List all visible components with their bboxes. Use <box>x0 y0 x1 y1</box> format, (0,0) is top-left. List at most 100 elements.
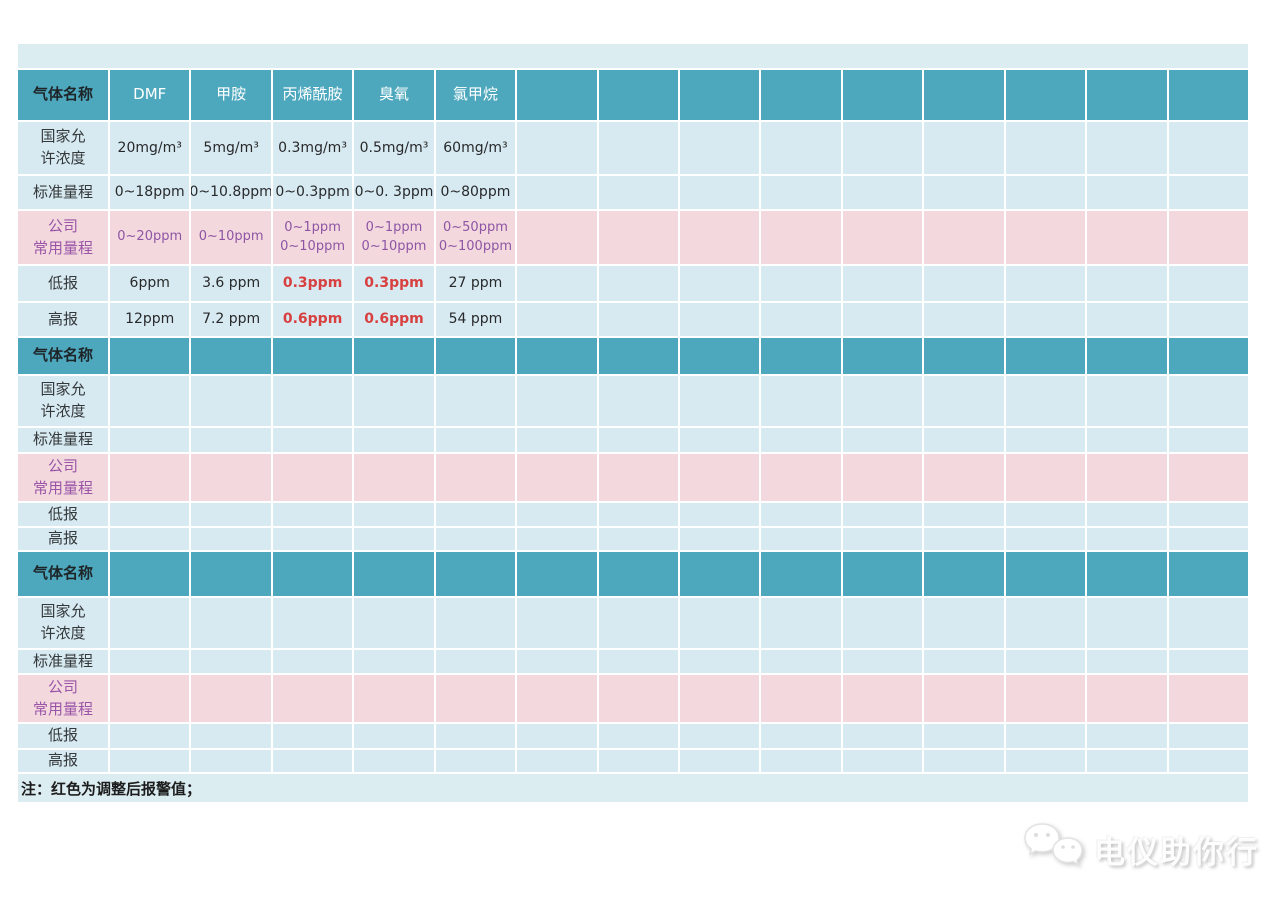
row-label-standard-range: 标准量程 <box>18 650 108 673</box>
value-cell <box>598 675 678 722</box>
gas-name-cell: 臭氧 <box>354 70 434 120</box>
value-cell <box>680 176 760 209</box>
row-label-low-alarm: 低报 <box>18 266 108 301</box>
gas-name-cell <box>1168 338 1248 374</box>
value-cell <box>1087 675 1167 722</box>
value-cell <box>191 650 271 673</box>
row-label-low-alarm: 低报 <box>18 503 108 526</box>
value-cell <box>598 266 678 301</box>
gas-header-row: 气体名称 DMF 甲胺 丙烯酰胺 臭氧 氯甲烷 <box>18 70 1248 120</box>
value-cell <box>1087 503 1167 526</box>
value-cell <box>842 176 923 209</box>
value-cell <box>842 724 923 748</box>
value-cell: 3.6 ppm <box>191 266 271 301</box>
row-label-standard-range: 标准量程 <box>18 176 108 209</box>
value-cell <box>1005 503 1086 526</box>
value-cell <box>924 376 1004 426</box>
value-cell <box>1168 598 1248 648</box>
gas-name-cell <box>272 552 353 596</box>
gas-name-cell <box>191 338 271 374</box>
value-cell <box>191 454 271 501</box>
value-cell <box>1168 428 1248 452</box>
value-cell: 0~10.8ppm <box>191 176 271 209</box>
value-cell <box>761 454 841 501</box>
value-cell <box>110 503 190 526</box>
gas-name-cell <box>1087 338 1167 374</box>
value-cell: 0~1ppm 0~10ppm <box>354 211 434 264</box>
value-cell <box>761 528 841 550</box>
value-cell <box>435 724 516 748</box>
table-row-company-range: 公司 常用量程 0~20ppm 0~10ppm 0~1ppm 0~10ppm 0~1pp… <box>18 211 1248 264</box>
value-cell <box>842 122 923 174</box>
gas-name-cell: DMF <box>110 70 190 120</box>
value-cell <box>272 598 353 648</box>
value-cell <box>842 211 923 264</box>
value-cell <box>842 675 923 722</box>
value-cell: 12ppm <box>110 303 190 336</box>
value-cell <box>354 428 434 452</box>
value-cell <box>1168 750 1248 772</box>
value-cell <box>1087 176 1167 209</box>
value-cell <box>1005 750 1086 772</box>
value-cell <box>1168 176 1248 209</box>
value-cell <box>272 650 353 673</box>
gas-name-cell <box>924 338 1004 374</box>
wechat-chat-bubbles-icon <box>1024 823 1083 867</box>
value-cell <box>517 211 597 264</box>
value-cell <box>1005 528 1086 550</box>
value-cell <box>517 675 597 722</box>
row-label-low-alarm: 低报 <box>18 724 108 748</box>
value-cell <box>1168 122 1248 174</box>
value-cell <box>842 266 923 301</box>
value-cell <box>1087 211 1167 264</box>
gas-name-cell: 氯甲烷 <box>435 70 516 120</box>
value-cell <box>1005 122 1086 174</box>
value-cell <box>680 528 760 550</box>
value-cell <box>598 176 678 209</box>
gas-name-cell <box>598 338 678 374</box>
table-row-low-alarm: 低报 <box>18 503 1248 526</box>
table-row-national-limit: 国家允 许浓度 20mg/m³ 5mg/m³ 0.3mg/m³ 0.5mg/m³ 60mg… <box>18 122 1248 174</box>
value-cell <box>272 528 353 550</box>
value-cell <box>1168 266 1248 301</box>
value-cell <box>517 750 597 772</box>
value-cell <box>1005 266 1086 301</box>
value-cell <box>191 724 271 748</box>
value-cell <box>1168 503 1248 526</box>
value-cell <box>842 428 923 452</box>
value-cell <box>924 598 1004 648</box>
value-cell <box>761 266 841 301</box>
top-strip <box>18 44 1248 68</box>
value-cell <box>517 176 597 209</box>
value-cell <box>680 750 760 772</box>
value-cell <box>761 675 841 722</box>
value-cell <box>761 428 841 452</box>
gas-name-cell: 丙烯酰胺 <box>272 70 353 120</box>
gas-name-cell <box>1087 552 1167 596</box>
value-cell <box>680 598 760 648</box>
value-cell <box>598 650 678 673</box>
value-cell <box>191 675 271 722</box>
value-cell <box>110 598 190 648</box>
value-cell <box>598 598 678 648</box>
value-cell <box>924 211 1004 264</box>
value-cell <box>680 650 760 673</box>
value-cell <box>517 454 597 501</box>
table-row-standard-range: 标准量程 <box>18 650 1248 673</box>
value-cell <box>191 598 271 648</box>
value-cell <box>1087 598 1167 648</box>
value-cell <box>354 675 434 722</box>
value-cell <box>598 303 678 336</box>
value-cell <box>354 598 434 648</box>
table-row-standard-range: 标准量程 0~18ppm 0~10.8ppm 0~0.3ppm 0~0. 3ppm 0~8… <box>18 176 1248 209</box>
value-cell <box>924 503 1004 526</box>
value-cell <box>435 675 516 722</box>
value-cell <box>761 503 841 526</box>
row-label-high-alarm: 高报 <box>18 303 108 336</box>
value-cell <box>435 650 516 673</box>
row-label-national-limit: 国家允 许浓度 <box>18 122 108 174</box>
gas-header-row: 气体名称 <box>18 552 1248 596</box>
value-cell <box>1168 303 1248 336</box>
watermark: 电仪助你行 <box>1022 820 1259 878</box>
value-cell <box>1087 454 1167 501</box>
